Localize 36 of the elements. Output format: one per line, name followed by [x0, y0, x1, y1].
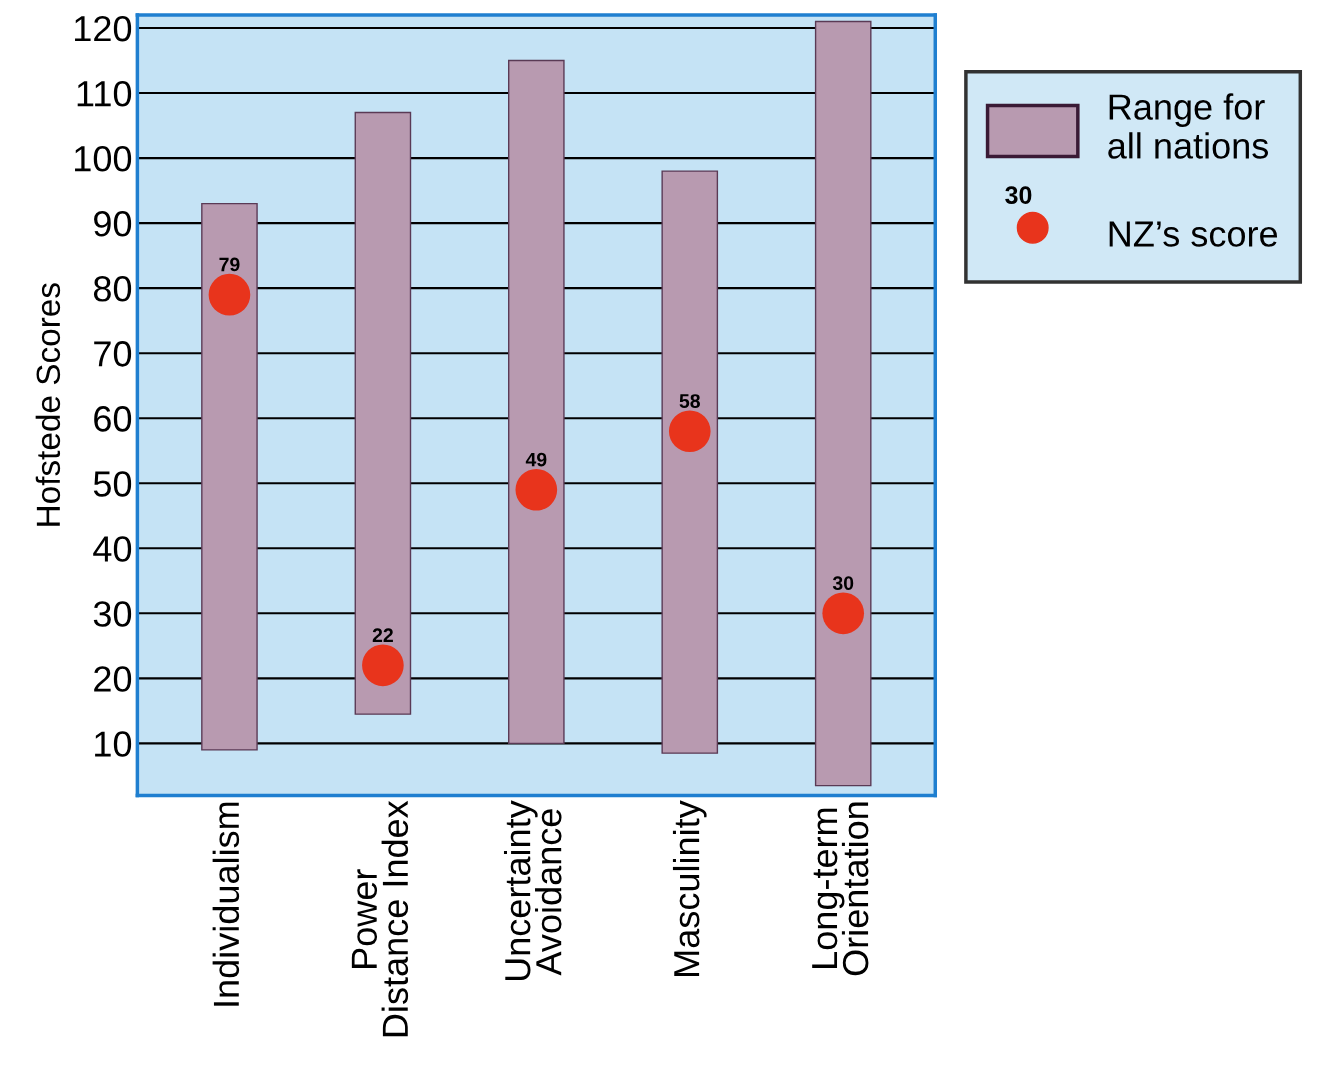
- y-tick-label: 70: [94, 341, 132, 367]
- text: 30: [1005, 186, 1032, 204]
- point: [515, 468, 558, 511]
- data-label: 30: [832, 576, 854, 591]
- y-tick-label: 120: [75, 15, 132, 42]
- y-tick-label: 60: [94, 406, 132, 432]
- bar: [201, 202, 258, 751]
- y-tick-label: 90: [94, 210, 132, 237]
- x-tick-label: Long-term Orientation: [812, 802, 869, 976]
- bar: [354, 111, 412, 715]
- y-tick-label: 40: [93, 536, 132, 562]
- data-label: 58: [679, 394, 700, 408]
- bar: [661, 170, 719, 754]
- x-tick-label: Power Distance Index: [351, 800, 409, 1037]
- x-tick-label: Masculinity: [672, 800, 707, 976]
- point: [362, 644, 404, 687]
- legend-label: Range for all nations: [1108, 93, 1269, 159]
- x-tick-label: Uncertainty Avoidance: [503, 800, 562, 981]
- y-tick-label: 110: [77, 80, 132, 107]
- point: [668, 410, 711, 453]
- data-label: 79: [219, 257, 240, 272]
- y-tick-label: 80: [93, 276, 132, 302]
- y-tick-label: 50: [93, 471, 132, 497]
- point: [822, 592, 865, 635]
- legend-label: NZ’s score: [1109, 221, 1278, 247]
- y-tick-label: 20: [94, 666, 132, 692]
- point: [208, 273, 251, 316]
- y-axis-title: Hofstede Scores: [35, 283, 61, 526]
- y-tick-label: 10: [95, 731, 132, 757]
- bar: [814, 20, 872, 787]
- data-label: 49: [525, 452, 547, 467]
- y-tick-label: 30: [93, 601, 132, 627]
- bar: [508, 59, 565, 745]
- data-label: 22: [372, 628, 393, 642]
- x-tick-label: Individualism: [212, 802, 240, 1006]
- y-tick-label: 100: [75, 145, 132, 172]
